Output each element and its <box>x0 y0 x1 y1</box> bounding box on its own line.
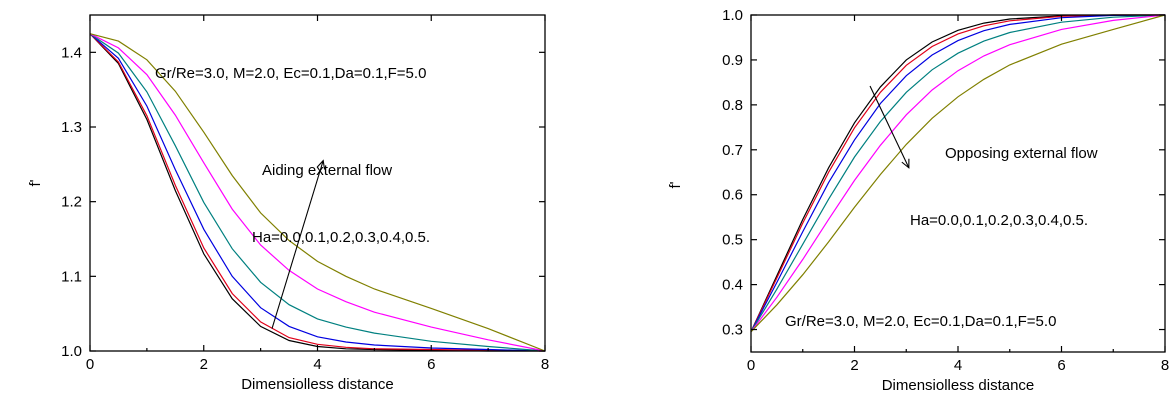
left-chart: 0 2 4 6 8 1.0 1.1 1.2 1.3 1.4 Dimensiolless distan… <box>27 14 549 393</box>
y-axis-title: f' <box>27 179 44 186</box>
annotation-flow: Opposing external flow <box>945 145 1098 162</box>
annotation-flow: Aiding external flow <box>262 162 392 179</box>
x-axis-title: Dimensiolless distance <box>882 377 1035 394</box>
y-tick-label: 0.8 <box>722 97 743 114</box>
y-tick-label: 1.0 <box>722 7 743 24</box>
y-tick-label: 1.0 <box>61 343 82 360</box>
y-tick-label: 0.3 <box>722 322 743 339</box>
y-tick-label: 0.6 <box>722 187 743 204</box>
x-tick-label: 8 <box>1161 357 1169 374</box>
series-line-1 <box>750 14 1165 333</box>
y-tick-label: 0.4 <box>722 277 743 294</box>
arrow-head <box>901 158 910 169</box>
series-line-3 <box>89 33 546 352</box>
plot-frame <box>750 14 1166 353</box>
annotation-ha: Ha=0.0,0.1,0.2,0.3,0.4,0.5. <box>910 212 1088 229</box>
series-line-5 <box>89 33 546 352</box>
x-tick-label: 2 <box>200 356 208 373</box>
arrow-shaft <box>271 160 324 329</box>
series-line-1 <box>89 33 546 352</box>
y-axis-title: f' <box>667 181 684 188</box>
annotation-params: Gr/Re=3.0, M=2.0, Ec=0.1,Da=0.1,F=5.0 <box>155 65 426 82</box>
series-line-0 <box>750 14 1165 333</box>
series-line-4 <box>750 14 1166 333</box>
x-tick-label: 4 <box>954 357 962 374</box>
x-tick-label: 0 <box>747 357 755 374</box>
x-tick-label: 0 <box>86 356 94 373</box>
x-axis-title: Dimensiolless distance <box>241 376 394 393</box>
series-line-4 <box>89 33 546 352</box>
y-tick-label: 0.9 <box>722 52 743 69</box>
y-tick-label: 1.1 <box>61 268 82 285</box>
annotation-ha: Ha=0.0,0.1,0.2,0.3,0.4,0.5. <box>252 229 430 246</box>
x-tick-label: 6 <box>1057 357 1065 374</box>
x-tick-label: 4 <box>313 356 321 373</box>
y-tick-label: 0.5 <box>722 232 743 249</box>
x-tick-label: 8 <box>541 356 549 373</box>
y-tick-label: 0.7 <box>722 142 743 159</box>
series-line-3 <box>750 14 1166 333</box>
series-line-2 <box>89 33 546 352</box>
series-line-0 <box>89 33 545 352</box>
annotation-params: Gr/Re=3.0, M=2.0, Ec=0.1,Da=0.1,F=5.0 <box>785 313 1056 330</box>
x-tick-label: 6 <box>427 356 435 373</box>
y-tick-label: 1.4 <box>61 44 82 61</box>
right-chart: 0 2 4 6 8 0.3 0.4 0.5 0.6 0.7 0.8 0.9 1.0 Dimensiolle… <box>667 7 1169 394</box>
arrow-head <box>316 159 326 170</box>
series-line-2 <box>750 14 1166 333</box>
arrow-shaft <box>869 85 910 169</box>
series-line-5 <box>750 14 1166 333</box>
y-tick-label: 1.2 <box>61 194 82 211</box>
y-tick-label: 1.3 <box>61 119 82 136</box>
x-tick-label: 2 <box>850 357 858 374</box>
